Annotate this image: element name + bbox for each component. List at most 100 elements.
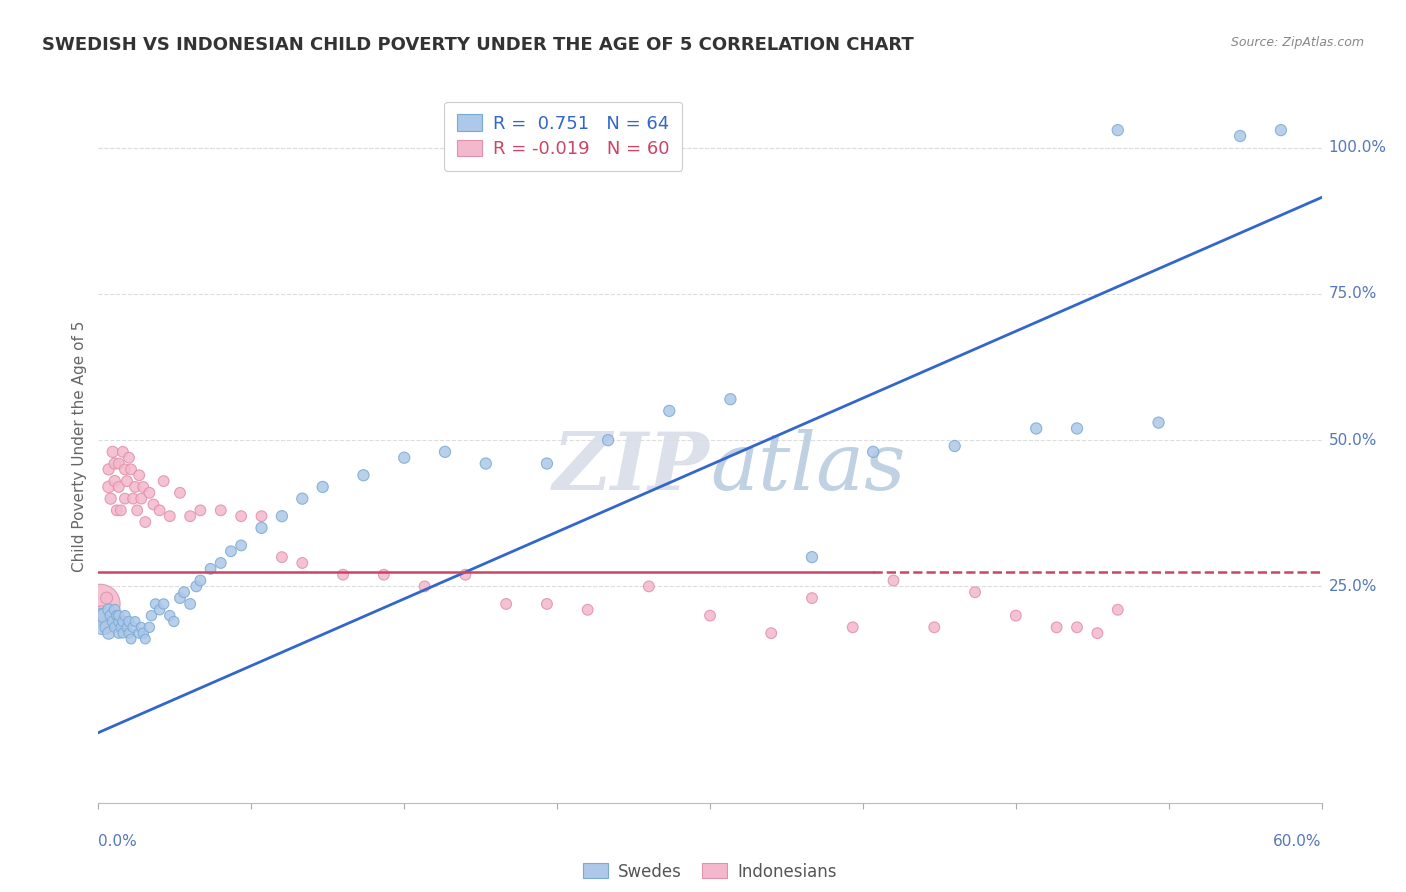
Point: [219, 544, 242, 558]
Point: [104, 620, 127, 634]
Text: atlas: atlas: [710, 429, 905, 506]
Point: [231, 509, 253, 524]
Point: [115, 620, 138, 634]
Text: 60.0%: 60.0%: [1274, 834, 1322, 849]
Point: [1085, 626, 1108, 640]
Point: [118, 450, 141, 465]
Point: [699, 608, 721, 623]
Point: [1004, 608, 1026, 623]
Text: ZIP: ZIP: [553, 429, 710, 506]
Point: [1045, 620, 1069, 634]
Point: [108, 480, 131, 494]
Point: [115, 474, 138, 488]
Point: [111, 626, 134, 640]
Point: [536, 457, 558, 471]
Point: [1025, 421, 1047, 435]
Point: [718, 392, 742, 407]
Point: [152, 597, 174, 611]
Point: [173, 585, 195, 599]
Point: [200, 562, 222, 576]
Point: [270, 509, 294, 524]
Point: [104, 457, 127, 471]
Point: [965, 585, 987, 599]
Point: [134, 515, 156, 529]
Text: 75.0%: 75.0%: [1329, 286, 1376, 301]
Point: [138, 620, 160, 634]
Point: [392, 450, 416, 465]
Point: [801, 591, 824, 605]
Point: [138, 485, 160, 500]
Point: [862, 445, 884, 459]
Point: [373, 567, 395, 582]
Point: [159, 509, 181, 524]
Point: [152, 474, 174, 488]
Point: [943, 439, 966, 453]
Point: [159, 608, 181, 623]
Point: [312, 480, 335, 494]
Point: [658, 404, 681, 418]
Point: [129, 491, 152, 506]
Point: [91, 608, 114, 623]
Point: [93, 615, 115, 629]
Point: [110, 620, 132, 634]
Point: [1066, 620, 1088, 634]
Point: [128, 626, 150, 640]
Point: [141, 608, 163, 623]
Point: [145, 597, 167, 611]
Point: [108, 608, 131, 623]
Point: [93, 608, 115, 623]
Point: [101, 445, 124, 459]
Y-axis label: Child Poverty Under the Age of 5: Child Poverty Under the Age of 5: [72, 320, 87, 572]
Point: [352, 468, 374, 483]
Point: [332, 567, 354, 582]
Point: [883, 574, 905, 588]
Point: [1066, 421, 1088, 435]
Text: SWEDISH VS INDONESIAN CHILD POVERTY UNDER THE AGE OF 5 CORRELATION CHART: SWEDISH VS INDONESIAN CHILD POVERTY UNDE…: [42, 36, 914, 54]
Point: [110, 503, 132, 517]
Legend: Swedes, Indonesians: Swedes, Indonesians: [576, 856, 844, 888]
Text: Source: ZipAtlas.com: Source: ZipAtlas.com: [1230, 36, 1364, 49]
Point: [413, 579, 436, 593]
Point: [114, 491, 136, 506]
Point: [120, 462, 142, 476]
Point: [209, 556, 232, 570]
Point: [188, 574, 212, 588]
Point: [104, 474, 127, 488]
Point: [127, 503, 149, 517]
Point: [96, 591, 118, 605]
Point: [495, 597, 517, 611]
Point: [536, 597, 558, 611]
Point: [474, 457, 498, 471]
Point: [209, 503, 232, 517]
Point: [129, 620, 152, 634]
Point: [96, 620, 118, 634]
Point: [1107, 123, 1129, 137]
Point: [124, 480, 146, 494]
Point: [122, 491, 145, 506]
Point: [132, 480, 155, 494]
Point: [186, 579, 208, 593]
Text: 25.0%: 25.0%: [1329, 579, 1376, 594]
Point: [1229, 128, 1251, 143]
Point: [179, 509, 201, 524]
Point: [250, 521, 273, 535]
Point: [111, 615, 134, 629]
Point: [114, 608, 136, 623]
Point: [100, 608, 122, 623]
Point: [104, 603, 127, 617]
Point: [128, 468, 150, 483]
Point: [149, 503, 172, 517]
Point: [801, 550, 824, 565]
Point: [270, 550, 294, 565]
Point: [163, 615, 186, 629]
Point: [188, 503, 212, 517]
Text: 50.0%: 50.0%: [1329, 433, 1376, 448]
Point: [118, 615, 141, 629]
Point: [841, 620, 863, 634]
Point: [179, 597, 201, 611]
Point: [132, 626, 155, 640]
Point: [922, 620, 945, 634]
Point: [108, 457, 131, 471]
Point: [105, 608, 128, 623]
Point: [291, 556, 314, 570]
